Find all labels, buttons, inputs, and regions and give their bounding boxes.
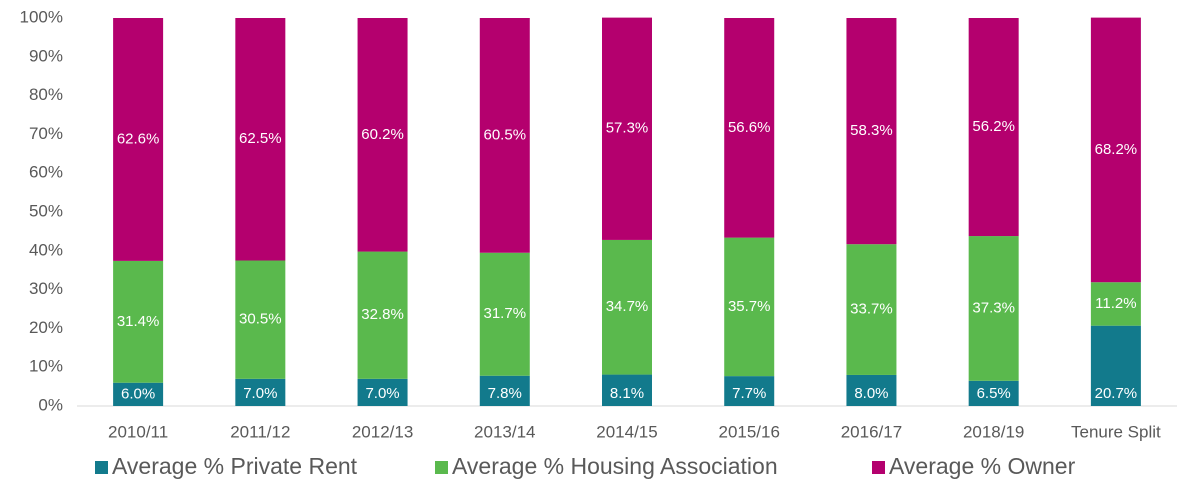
data-label: 20.7%	[1095, 385, 1138, 402]
bar-segment	[1090, 282, 1141, 326]
data-label: 7.7%	[732, 385, 766, 402]
bar-segment	[235, 378, 286, 406]
y-tick-label: 20%	[29, 318, 63, 337]
bar-segment	[724, 237, 775, 377]
data-label: 68.2%	[1095, 141, 1138, 158]
bar-segment	[479, 18, 530, 253]
bar-segment	[724, 376, 775, 406]
y-tick-label: 80%	[29, 85, 63, 104]
data-label: 35.7%	[728, 298, 771, 315]
legend-swatch	[435, 461, 448, 474]
bar-segment	[846, 244, 897, 375]
bar-segment	[968, 236, 1019, 381]
x-tick-label: Tenure Split	[1071, 422, 1161, 441]
y-tick-label: 100%	[20, 7, 63, 26]
y-tick-label: 0%	[38, 395, 63, 414]
legend-label: Average % Owner	[889, 453, 1076, 479]
bar-segment	[1090, 325, 1141, 406]
bar-segment	[846, 18, 897, 245]
bar-segment	[602, 17, 652, 240]
x-tick-label: 2013/14	[474, 422, 535, 441]
legend-swatch	[95, 461, 108, 474]
x-tick-label: 2010/11	[108, 422, 168, 441]
bar-segment	[724, 18, 775, 238]
data-label: 32.8%	[361, 306, 404, 323]
y-tick-label: 60%	[29, 163, 63, 182]
data-label: 11.2%	[1095, 295, 1136, 312]
y-tick-label: 10%	[29, 357, 63, 376]
data-label: 33.7%	[850, 301, 893, 318]
bar-segment	[357, 18, 408, 252]
data-label: 56.2%	[972, 118, 1015, 135]
bar-segment	[235, 18, 286, 261]
data-label: 58.3%	[850, 122, 893, 139]
data-label: 62.6%	[117, 130, 160, 147]
bar-segment	[602, 239, 652, 375]
x-tick-label: 2014/15	[596, 422, 657, 441]
x-tick-label: 2018/19	[963, 422, 1024, 441]
bar-segment	[479, 375, 530, 406]
bar-segment	[113, 18, 164, 261]
data-label: 7.0%	[243, 385, 277, 402]
data-label: 7.0%	[365, 385, 399, 402]
bar-segment	[235, 260, 286, 379]
y-tick-label: 40%	[29, 240, 63, 259]
legend-label: Average % Private Rent	[112, 453, 358, 479]
x-tick-label: 2012/13	[352, 422, 413, 441]
bar-segment	[113, 382, 164, 406]
bar-segment	[357, 378, 408, 406]
x-tick-label: 2016/17	[841, 422, 902, 441]
bar-segment	[968, 18, 1019, 237]
data-label: 7.8%	[488, 385, 522, 402]
bar-segment	[846, 374, 897, 406]
data-label: 31.7%	[484, 305, 527, 322]
x-tick-label: 2015/16	[718, 422, 779, 441]
bar-segment	[357, 251, 408, 379]
bar-segment	[1090, 17, 1141, 283]
data-label: 34.7%	[606, 298, 649, 315]
data-label: 60.2%	[361, 126, 404, 143]
data-label: 56.6%	[728, 119, 771, 136]
x-tick-label: 2011/12	[230, 422, 290, 441]
data-label: 8.0%	[854, 385, 888, 402]
y-tick-label: 50%	[29, 201, 63, 220]
bar-segment	[602, 374, 652, 406]
legend-swatch	[872, 461, 885, 474]
legend-label: Average % Housing Association	[452, 453, 778, 479]
bar-segment	[968, 380, 1019, 406]
data-label: 57.3%	[606, 120, 649, 137]
data-label: 8.1%	[610, 385, 644, 402]
data-label: 31.4%	[117, 313, 160, 330]
data-label: 6.5%	[977, 385, 1011, 402]
bar-segment	[479, 252, 530, 376]
y-tick-label: 70%	[29, 124, 63, 143]
data-label: 30.5%	[239, 311, 282, 328]
y-tick-label: 30%	[29, 279, 63, 298]
data-label: 60.5%	[484, 126, 527, 143]
data-label: 37.3%	[972, 299, 1015, 316]
data-label: 62.5%	[239, 130, 282, 147]
data-label: 6.0%	[121, 385, 155, 402]
bar-segment	[113, 260, 164, 383]
y-tick-label: 90%	[29, 46, 63, 65]
